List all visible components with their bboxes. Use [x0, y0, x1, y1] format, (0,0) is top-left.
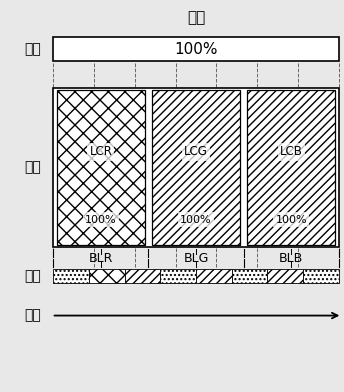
Text: 时间: 时间 [24, 309, 41, 323]
Text: 白光: 白光 [187, 10, 205, 25]
Text: 亮度: 亮度 [24, 42, 41, 56]
Text: LCB: LCB [280, 145, 303, 158]
Text: LCR: LCR [89, 145, 112, 158]
Text: LCG: LCG [184, 145, 208, 158]
Text: 100%: 100% [276, 214, 307, 225]
Bar [247, 90, 335, 245]
Text: 100%: 100% [85, 214, 117, 225]
Text: BLG: BLG [183, 252, 209, 265]
Bar [57, 90, 145, 245]
Text: 100%: 100% [174, 42, 218, 56]
Bar [268, 269, 303, 283]
Bar [53, 37, 339, 61]
Text: BLB: BLB [279, 252, 303, 265]
Bar [196, 269, 232, 283]
Bar [53, 88, 339, 247]
Text: BLR: BLR [89, 252, 113, 265]
Bar [89, 269, 125, 283]
Bar [53, 269, 89, 283]
Text: 背光: 背光 [24, 269, 41, 283]
Bar [152, 90, 240, 245]
Bar [232, 269, 268, 283]
Text: 100%: 100% [180, 214, 212, 225]
Bar [160, 269, 196, 283]
Bar [303, 269, 339, 283]
Text: 液晶: 液晶 [24, 161, 41, 174]
Bar [125, 269, 160, 283]
